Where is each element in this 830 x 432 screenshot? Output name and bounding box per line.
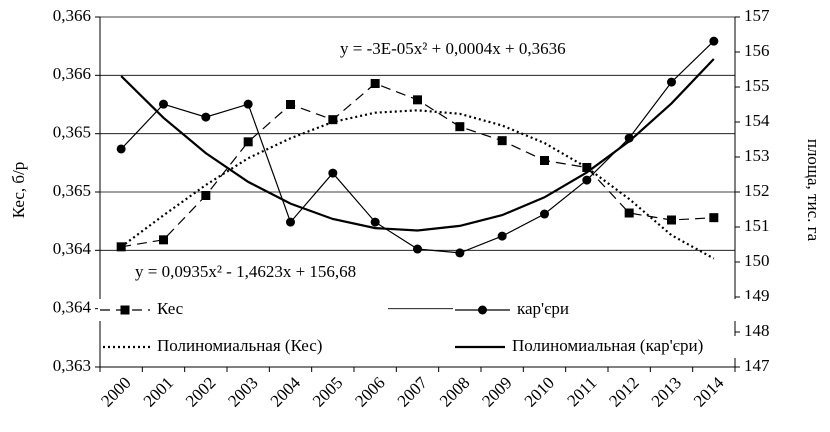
x-tick-label: 2001	[140, 373, 177, 410]
y-tick-label: 0,366	[53, 64, 91, 83]
data-point	[201, 112, 211, 122]
series-line	[120, 40, 715, 254]
data-point	[328, 168, 338, 178]
x-tick-label: 2005	[309, 373, 346, 410]
data-point	[370, 79, 380, 88]
y-tick-label: 0,365	[53, 123, 91, 142]
data-point	[159, 235, 168, 245]
data-point	[667, 77, 676, 87]
y2-tick-label: 156	[744, 41, 770, 60]
data-point	[709, 36, 719, 46]
x-tick-label: 2008	[436, 373, 473, 410]
y-tick-label: 0,363	[53, 356, 91, 375]
x-tick-label: 2009	[478, 373, 515, 410]
legend-bg	[98, 299, 388, 321]
legend-bg	[453, 336, 753, 358]
data-point	[201, 191, 211, 200]
x-tick-label: 2003	[224, 373, 261, 410]
legend-marker	[478, 305, 487, 315]
annotation: y = 0,0935x² - 1,4623x + 156,68	[135, 262, 356, 281]
data-point	[413, 95, 422, 105]
y2-tick-label: 152	[744, 181, 770, 200]
x-tick-label: 2013	[648, 373, 685, 410]
y2-tick-label: 153	[744, 146, 770, 165]
data-point	[243, 137, 253, 147]
data-point	[116, 242, 126, 252]
data-point	[328, 115, 338, 125]
trend-line	[120, 109, 715, 260]
data-point	[624, 208, 634, 218]
data-point	[709, 213, 719, 223]
data-point	[370, 217, 380, 227]
y2-tick-label: 151	[744, 216, 770, 235]
y2-tick-label: 154	[744, 111, 770, 130]
data-point	[582, 175, 592, 185]
trend-line	[120, 58, 715, 232]
legend-bg	[453, 299, 758, 321]
data-point	[286, 100, 295, 109]
data-point	[116, 144, 126, 154]
x-tick-label: 2006	[351, 373, 388, 410]
data-point	[243, 99, 253, 109]
data-point	[497, 231, 507, 241]
y2-tick-label: 155	[744, 76, 770, 95]
y-tick-label: 0,364	[53, 239, 92, 258]
y2-tick-label: 157	[744, 6, 770, 25]
legend-label: Полиномиальная (кар'єри)	[512, 336, 703, 355]
x-tick-label: 2012	[605, 373, 642, 410]
series-line	[121, 82, 714, 248]
data-point	[667, 215, 676, 225]
x-tick-label: 2004	[267, 373, 305, 411]
data-point	[159, 99, 168, 109]
legend-label: Полиномиальная (Кес)	[157, 336, 322, 355]
legend-label: Кес	[157, 299, 184, 318]
annotation: y = -3E-05x² + 0,0004x + 0,3636	[340, 39, 566, 58]
x-tick-label: 2010	[521, 373, 558, 410]
y2-tick-label: 147	[744, 356, 770, 375]
legend-label: кар'єри	[517, 299, 569, 318]
y-tick-label: 0,366	[53, 6, 91, 25]
data-point	[582, 163, 592, 172]
y2-tick-label: 148	[744, 321, 770, 340]
data-point	[413, 244, 422, 254]
x-tick-label: 2014	[690, 373, 728, 411]
y-tick-label: 0,365	[53, 181, 91, 200]
x-tick-label: 2011	[563, 373, 600, 410]
x-tick-label: 2000	[97, 373, 134, 410]
data-point	[286, 217, 295, 227]
legend-marker	[120, 305, 130, 315]
data-point	[455, 248, 465, 258]
y-axis-title: Кес, б/р	[9, 162, 28, 219]
x-tick-label: 2007	[394, 373, 432, 411]
data-point	[497, 136, 507, 146]
data-point	[540, 156, 549, 165]
y2-axis-title: площа, тис. га	[804, 139, 823, 242]
x-tick-label: 2002	[182, 373, 219, 410]
y2-tick-label: 150	[744, 251, 770, 270]
data-point	[540, 209, 549, 219]
legend-bg	[101, 336, 388, 358]
y-tick-label: 0,364	[53, 298, 92, 317]
data-point	[455, 122, 465, 132]
